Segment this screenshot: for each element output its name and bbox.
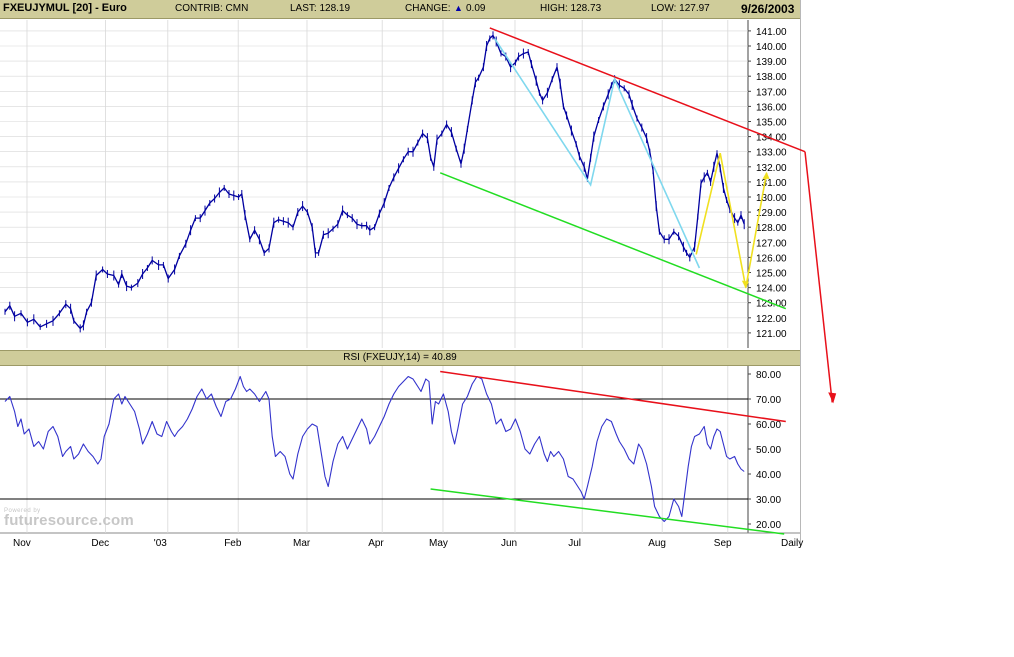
x-tick-label: Mar bbox=[293, 538, 311, 549]
price-resistance-line bbox=[489, 27, 806, 153]
x-tick-label: Daily bbox=[781, 538, 803, 549]
rsi-series-line bbox=[4, 375, 745, 523]
x-tick-label: Nov bbox=[13, 538, 31, 549]
price-tick-label: 126.00 bbox=[756, 253, 787, 264]
price-tick-label: 130.00 bbox=[756, 193, 787, 204]
x-tick-label: '03 bbox=[154, 538, 167, 549]
price-tick-label: 137.00 bbox=[756, 87, 787, 98]
price-tick-label: 122.00 bbox=[756, 314, 787, 325]
change-value: 0.09 bbox=[466, 3, 486, 14]
price-tick-label: 124.00 bbox=[756, 284, 787, 295]
watermark-brand: futuresource.com bbox=[4, 512, 134, 529]
rsi-tick-label: 80.00 bbox=[756, 370, 781, 381]
rsi-tick-label: 40.00 bbox=[756, 470, 781, 481]
change-up-arrow-icon: ▲ bbox=[454, 3, 463, 13]
price-tick-label: 136.00 bbox=[756, 102, 787, 113]
x-tick-label: May bbox=[429, 538, 448, 549]
quote-header-bar: FXEUJYMUL [20] - Euro CONTRIB: CMN LAST:… bbox=[0, 0, 800, 19]
price-tick-label: 125.00 bbox=[756, 269, 787, 280]
rsi-tick-label: 20.00 bbox=[756, 520, 781, 531]
price-tick-label: 135.00 bbox=[756, 118, 787, 129]
rsi-tick-label: 50.00 bbox=[756, 445, 781, 456]
price-tick-label: 131.00 bbox=[756, 178, 787, 189]
price-yellow-pattern bbox=[695, 153, 768, 288]
price-tick-label: 141.00 bbox=[756, 27, 787, 38]
high-label: HIGH: 128.73 bbox=[540, 3, 602, 14]
price-cyan-pattern bbox=[493, 37, 701, 269]
date-label: 9/26/2003 bbox=[741, 2, 795, 16]
last-price-label: LAST: 128.19 bbox=[290, 3, 351, 14]
x-tick-label: Apr bbox=[368, 538, 384, 549]
rsi-title-bar: RSI (FXEUJY,14) = 40.89 bbox=[0, 350, 800, 366]
low-label: LOW: 127.97 bbox=[651, 3, 710, 14]
x-tick-label: Sep bbox=[714, 538, 732, 549]
rsi-support-line bbox=[430, 488, 785, 535]
x-tick-label: Jun bbox=[501, 538, 517, 549]
rsi-resistance-line bbox=[440, 370, 786, 423]
price-tick-label: 121.00 bbox=[756, 329, 787, 340]
x-tick-label: Feb bbox=[224, 538, 242, 549]
price-tick-label: 139.00 bbox=[756, 57, 787, 68]
x-tick-label: Jul bbox=[568, 538, 581, 549]
contrib-label: CONTRIB: CMN bbox=[175, 3, 249, 14]
price-tick-label: 133.00 bbox=[756, 148, 787, 159]
price-tick-label: 128.00 bbox=[756, 223, 787, 234]
price-tick-label: 127.00 bbox=[756, 238, 787, 249]
price-support-line bbox=[439, 172, 787, 310]
price-tick-label: 140.00 bbox=[756, 42, 787, 53]
arrow-head-icon bbox=[741, 280, 749, 289]
arrow-head-icon bbox=[828, 392, 837, 404]
rsi-title: RSI (FXEUJY,14) = 40.89 bbox=[343, 352, 457, 363]
x-tick-label: Dec bbox=[91, 538, 109, 549]
arrow-head-icon bbox=[762, 171, 770, 179]
price-tick-label: 123.00 bbox=[756, 299, 787, 310]
price-resistance-extension-arrow bbox=[804, 151, 833, 403]
futuresource-logo: Powered by futuresource.com bbox=[4, 508, 134, 529]
rsi-tick-label: 60.00 bbox=[756, 420, 781, 431]
change-label: CHANGE: bbox=[405, 3, 451, 14]
price-series-line bbox=[4, 34, 745, 330]
price-tick-label: 138.00 bbox=[756, 72, 787, 83]
rsi-tick-label: 30.00 bbox=[756, 495, 781, 506]
price-tick-label: 129.00 bbox=[756, 208, 787, 219]
symbol-label: FXEUJYMUL [20] - Euro bbox=[3, 2, 127, 14]
rsi-tick-label: 70.00 bbox=[756, 395, 781, 406]
watermark-powered-by: Powered by bbox=[4, 508, 41, 514]
x-tick-label: Aug bbox=[648, 538, 666, 549]
price-tick-label: 132.00 bbox=[756, 163, 787, 174]
